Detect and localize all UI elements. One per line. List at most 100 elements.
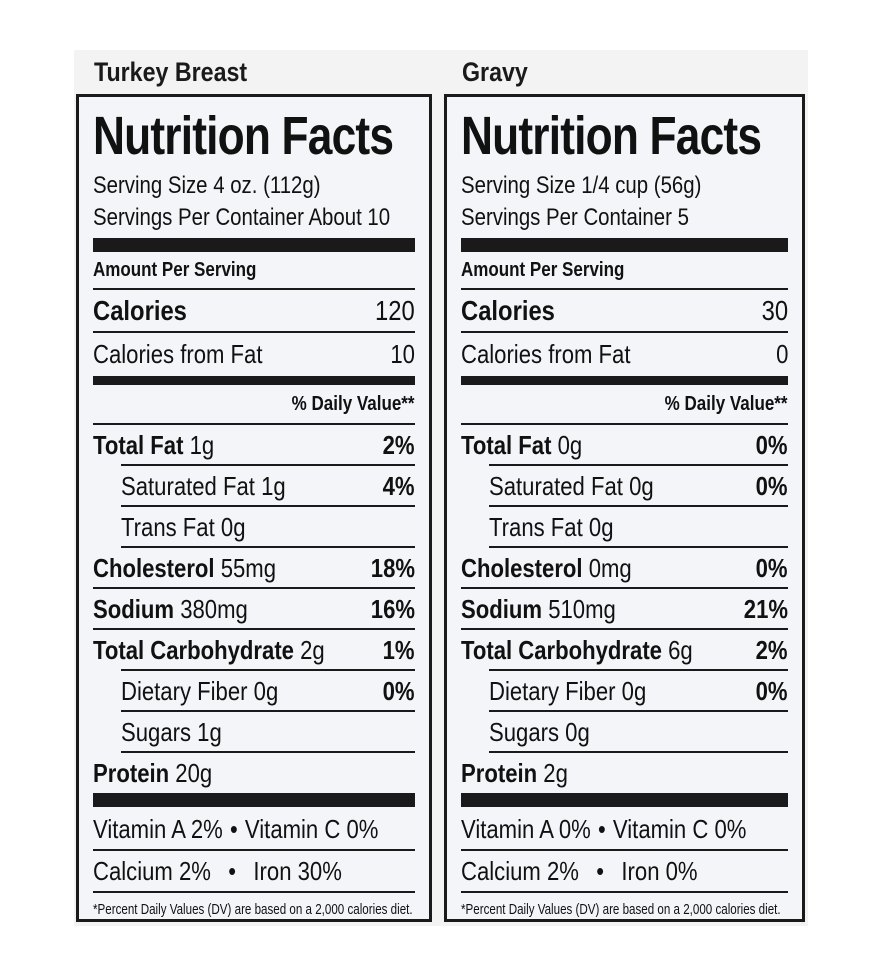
serving-size: Serving Size 1/4 cup (56g) <box>461 172 702 199</box>
divider-thin <box>461 628 788 630</box>
nutrient-name: Trans Fat <box>489 512 583 542</box>
nutrient-amount: 0g <box>588 512 614 542</box>
divider-thin <box>121 464 415 466</box>
nutrient-daily-value: 2% <box>756 635 788 665</box>
serving-size: Serving Size 4 oz. (112g) <box>93 172 321 199</box>
bullet-separator: • <box>228 856 237 886</box>
nutrient-row: Protein 2g <box>461 753 788 793</box>
nutrient-row: Total Fat 0g 0% <box>461 425 788 465</box>
divider-thin <box>461 288 788 290</box>
divider-medium <box>461 376 788 385</box>
nutrient-amount: 6g <box>668 635 693 665</box>
vitamin-c: Vitamin C 0% <box>612 814 747 844</box>
divider-thin <box>461 331 788 333</box>
nutrient-name: Dietary Fiber <box>121 676 248 706</box>
calories-from-fat-row: Calories from Fat 10 <box>93 339 415 369</box>
divider-thin <box>93 331 415 333</box>
nutrient-amount: 2g <box>543 758 568 788</box>
vitamin-a: Vitamin A 2% <box>93 814 223 844</box>
divider-thin <box>121 546 415 548</box>
calories-row: Calories 120 <box>93 295 415 326</box>
nutrient-row: Total Carbohydrate 2g 1% <box>93 630 415 670</box>
product-name-turkey: Turkey Breast <box>94 57 248 87</box>
iron: Iron 30% <box>253 856 342 886</box>
divider-thin <box>489 669 788 671</box>
footnote: *Percent Daily Values (DV) are based on … <box>461 902 781 918</box>
daily-value-header: % Daily Value** <box>292 393 415 415</box>
nutrient-amount: 0g <box>621 676 647 706</box>
calories-row: Calories 30 <box>461 295 788 326</box>
nutrient-amount: 1g <box>189 430 215 460</box>
vitamin-c: Vitamin C 0% <box>244 814 379 844</box>
nutrient-row: Saturated Fat 1g 4% <box>93 466 415 506</box>
nutrient-daily-value: 1% <box>383 635 415 665</box>
nutrient-name: Total Fat <box>93 430 184 460</box>
nutrient-amount: 0g <box>565 717 590 747</box>
nutrient-daily-value: 0% <box>756 430 788 460</box>
nutrient-name: Protein <box>461 758 538 788</box>
nutrient-amount: 20g <box>175 758 213 788</box>
nutrient-name: Total Carbohydrate <box>93 635 294 665</box>
divider-thin <box>93 891 415 893</box>
divider-thick <box>461 238 788 252</box>
nutrient-row: Sodium 510mg 21% <box>461 589 788 629</box>
nutrient-amount: 2g <box>300 635 325 665</box>
divider-thin <box>121 710 415 712</box>
nutrition-facts-heading: Nutrition Facts <box>461 106 762 166</box>
divider-thin <box>489 751 788 753</box>
vitamin-a: Vitamin A 0% <box>461 814 591 844</box>
divider-thick <box>93 793 415 807</box>
nutrient-amount: 0mg <box>588 553 632 583</box>
nutrient-name: Sugars <box>489 717 560 747</box>
divider-thin <box>93 849 415 851</box>
nutrient-name: Trans Fat <box>121 512 215 542</box>
divider-medium <box>93 376 415 385</box>
bullet-separator: • <box>597 814 606 844</box>
nutrient-row: Trans Fat 0g <box>461 507 788 547</box>
nutrient-amount: 0g <box>557 430 583 460</box>
divider-thin <box>121 505 415 507</box>
divider-thin <box>93 423 415 425</box>
nutrition-label-gravy: Nutrition Facts Serving Size 1/4 cup (56… <box>444 94 805 922</box>
nutrient-row: Saturated Fat 0g 0% <box>461 466 788 506</box>
nutrient-amount: 1g <box>261 471 286 501</box>
nutrient-name: Saturated Fat <box>489 471 623 501</box>
calories-from-fat-row: Calories from Fat 0 <box>461 339 788 369</box>
divider-thin <box>461 891 788 893</box>
nutrient-amount: 380mg <box>180 594 248 624</box>
nutrient-name: Dietary Fiber <box>489 676 616 706</box>
divider-thin <box>489 546 788 548</box>
divider-thin <box>93 288 415 290</box>
nutrient-amount: 55mg <box>220 553 277 583</box>
servings-per-container: Servings Per Container 5 <box>461 204 689 231</box>
nutrient-name: Sodium <box>461 594 543 624</box>
nutrient-daily-value: 0% <box>756 676 788 706</box>
divider-thin <box>93 628 415 630</box>
bullet-separator: • <box>596 856 605 886</box>
nutrient-row: Dietary Fiber 0g 0% <box>461 671 788 711</box>
divider-thin <box>461 849 788 851</box>
divider-thin <box>489 505 788 507</box>
nutrient-row: Cholesterol 0mg 0% <box>461 548 788 588</box>
nutrient-amount: 1g <box>197 717 222 747</box>
nutrient-row: Protein 20g <box>93 753 415 793</box>
vitamins-row: Vitamin A 2% • Vitamin C 0% <box>93 809 415 849</box>
divider-thick <box>461 793 788 807</box>
nutrition-facts-heading: Nutrition Facts <box>93 106 394 166</box>
divider-thin <box>489 464 788 466</box>
nutrient-name: Saturated Fat <box>121 471 255 501</box>
divider-thin <box>461 423 788 425</box>
minerals-row: Calcium 2% • Iron 30% <box>93 851 415 891</box>
nutrient-row: Sugars 0g <box>461 712 788 752</box>
divider-thin <box>121 751 415 753</box>
divider-thin <box>121 669 415 671</box>
daily-value-header: % Daily Value** <box>665 393 788 415</box>
amount-per-serving: Amount Per Serving <box>461 259 625 281</box>
vitamins-row: Vitamin A 0% • Vitamin C 0% <box>461 809 788 849</box>
nutrient-daily-value: 0% <box>756 471 788 501</box>
minerals-row: Calcium 2% • Iron 0% <box>461 851 788 891</box>
nutrient-daily-value: 16% <box>370 594 415 624</box>
nutrient-amount: 510mg <box>548 594 616 624</box>
nutrient-row: Sugars 1g <box>93 712 415 752</box>
nutrient-daily-value: 18% <box>370 553 415 583</box>
